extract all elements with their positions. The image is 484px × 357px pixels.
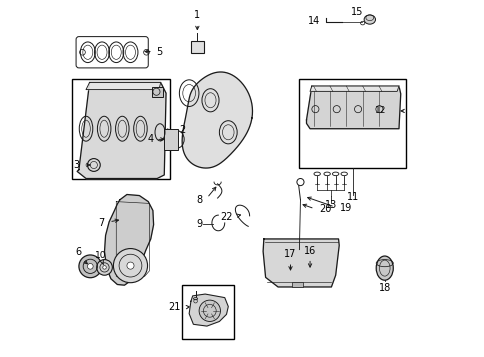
Text: 20: 20 [318, 205, 331, 215]
Text: 3: 3 [74, 160, 79, 170]
Text: 11: 11 [346, 192, 358, 202]
Text: 17: 17 [284, 249, 296, 259]
Polygon shape [263, 239, 338, 287]
Text: 21: 21 [167, 302, 180, 312]
Text: 1: 1 [194, 10, 200, 20]
Circle shape [103, 266, 106, 269]
Polygon shape [77, 82, 166, 178]
Ellipse shape [363, 15, 375, 24]
Text: 22: 22 [220, 212, 232, 222]
Text: 7: 7 [98, 218, 105, 228]
Text: 10: 10 [95, 251, 106, 260]
Bar [292, 282, 302, 287]
Text: 14: 14 [307, 16, 319, 26]
Polygon shape [189, 294, 228, 326]
Text: 4: 4 [147, 134, 153, 144]
Text: 13: 13 [324, 200, 336, 210]
Text: 16: 16 [303, 246, 316, 256]
Text: 2: 2 [179, 126, 185, 136]
Ellipse shape [193, 298, 197, 300]
Text: 12: 12 [375, 106, 386, 115]
Bar [191, 41, 203, 53]
Polygon shape [309, 86, 398, 91]
Text: 5: 5 [156, 46, 162, 56]
Bar [72, 79, 169, 178]
Polygon shape [105, 195, 153, 285]
Circle shape [113, 248, 147, 283]
Bar [164, 129, 178, 150]
Text: 19: 19 [339, 203, 351, 213]
Polygon shape [306, 86, 400, 129]
Ellipse shape [376, 256, 393, 280]
Polygon shape [182, 72, 252, 168]
Bar [182, 285, 233, 338]
Circle shape [79, 255, 102, 278]
Bar [151, 87, 163, 97]
Circle shape [199, 300, 220, 321]
Text: 6: 6 [76, 247, 82, 257]
Polygon shape [86, 82, 160, 90]
Text: 18: 18 [378, 283, 390, 293]
Circle shape [87, 263, 93, 269]
Text: 8: 8 [196, 195, 202, 205]
Bar [299, 79, 405, 168]
Circle shape [96, 260, 112, 275]
Text: 9: 9 [196, 219, 202, 229]
Circle shape [127, 262, 134, 269]
Text: 15: 15 [350, 7, 363, 17]
